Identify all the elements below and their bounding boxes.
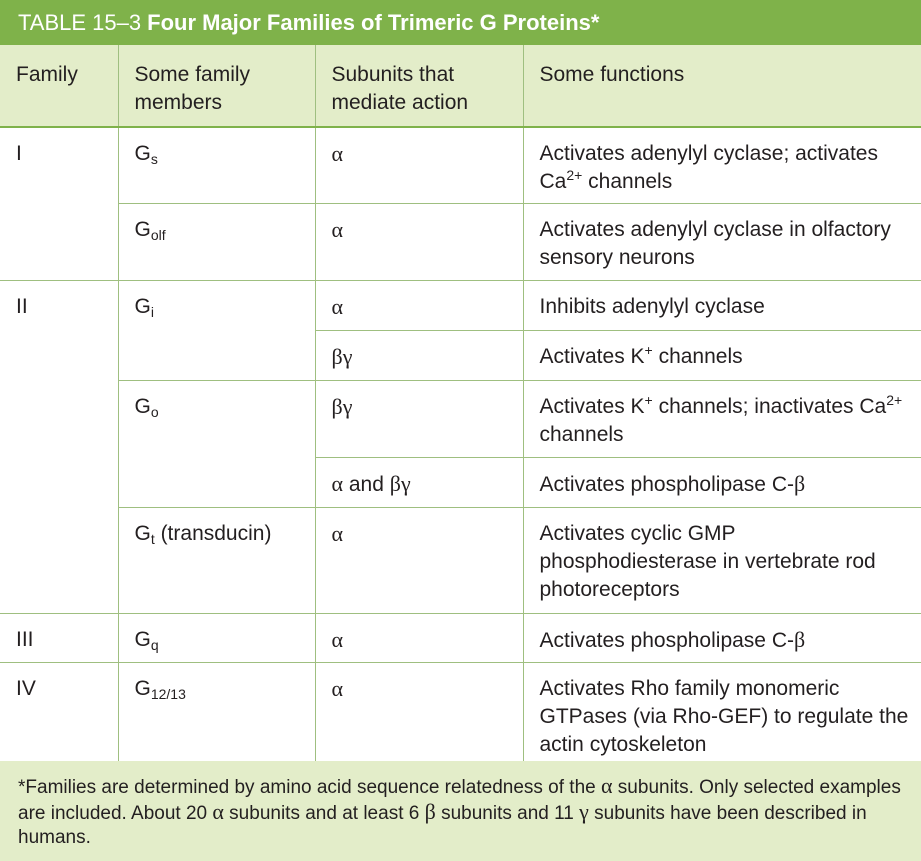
subunit-cell: α: [315, 662, 524, 762]
table-row: βγ Activates K+ channels: [0, 330, 921, 381]
family-cell: I: [0, 127, 119, 281]
family-cell: III: [0, 613, 119, 663]
table-row: Golf α Activates adenylyl cyclase in olf…: [0, 203, 921, 281]
subunit-cell: α and βγ: [315, 457, 524, 508]
table-row: IV G12/13 α Activates Rho family monomer…: [0, 662, 921, 762]
function-cell: Activates K+ channels: [523, 330, 921, 381]
table-number: TABLE 15–3: [18, 9, 142, 35]
header-functions: Some functions: [523, 45, 921, 128]
family-cell: II: [0, 280, 119, 614]
subunit-cell: α: [315, 280, 524, 331]
table-title-bar: TABLE 15–3 Four Major Families of Trimer…: [0, 0, 921, 45]
table-title: Four Major Families of Trimeric G Protei…: [147, 9, 600, 35]
table-row: III Gq α Activates phospholipase C-β: [0, 613, 921, 663]
table-row: I Gs α Activates adenylyl cyclase; activ…: [0, 127, 921, 281]
member-cell: Gt (transducin): [118, 507, 316, 614]
member-cell: Gq: [118, 613, 316, 663]
subunit-cell: βγ: [315, 380, 524, 458]
subunit-cell: α: [315, 613, 524, 663]
subunit-cell: α: [315, 203, 524, 281]
function-cell: Activates Rho family monomeric GTPases (…: [523, 662, 921, 762]
subunit-cell: α: [315, 127, 524, 204]
function-cell: Activates cyclic GMP phosphodiesterase i…: [523, 507, 921, 614]
table-row: α and βγ Activates phospholipase C-β: [0, 457, 921, 508]
table-row: Go βγ Activates K+ channels; inactivates…: [0, 380, 921, 508]
table-row: II Gi α Inhibits adenylyl cyclase: [0, 280, 921, 614]
member-cell: Gs: [118, 127, 316, 204]
g-protein-table: Family Some family members Subunits that…: [0, 45, 921, 762]
member-cell: Golf: [118, 203, 316, 281]
member-cell: Gi: [118, 280, 316, 381]
member-cell: G12/13: [118, 662, 316, 762]
table-footnote: *Families are determined by amino acid s…: [0, 761, 921, 861]
function-cell: Activates phospholipase C-β: [523, 613, 921, 663]
function-cell: Activates K+ channels; inactivates Ca2+ …: [523, 380, 921, 458]
function-cell: Inhibits adenylyl cyclase: [523, 280, 921, 331]
header-members: Some family members: [118, 45, 316, 128]
function-cell: Activates phospholipase C-β: [523, 457, 921, 508]
family-cell: IV: [0, 662, 119, 762]
member-cell: Go: [118, 380, 316, 508]
function-cell: Activates adenylyl cyclase in olfactory …: [523, 203, 921, 281]
function-cell: Activates adenylyl cyclase; activates Ca…: [523, 127, 921, 204]
header-family: Family: [0, 45, 119, 128]
header-subunits: Subunits that mediate action: [315, 45, 524, 128]
subunit-cell: βγ: [315, 330, 524, 381]
header-row: Family Some family members Subunits that…: [0, 45, 921, 128]
table-row: Gt (transducin) α Activates cyclic GMP p…: [0, 507, 921, 614]
subunit-cell: α: [315, 507, 524, 614]
